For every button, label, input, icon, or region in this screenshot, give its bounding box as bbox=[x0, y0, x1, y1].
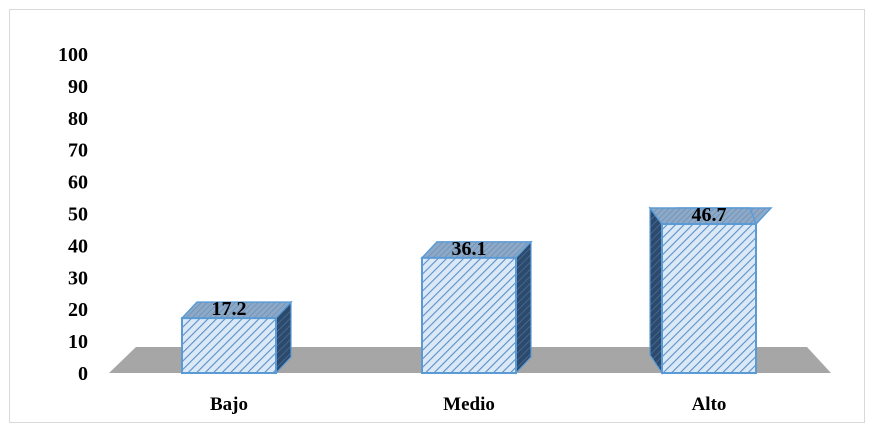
bar-side-face bbox=[649, 206, 663, 375]
data-label: 17.2 bbox=[212, 298, 247, 320]
bar-medio bbox=[420, 240, 533, 375]
bar-front-face bbox=[661, 223, 757, 374]
bar-bajo bbox=[180, 300, 293, 375]
bar-front-face bbox=[421, 256, 517, 374]
y-tick-label: 0 bbox=[78, 363, 88, 385]
bar-front-face bbox=[181, 317, 277, 374]
y-tick-label: 40 bbox=[68, 235, 88, 257]
x-category-label: Alto bbox=[692, 394, 727, 415]
y-tick-label: 100 bbox=[58, 44, 88, 66]
data-label: 46.7 bbox=[692, 204, 727, 226]
y-tick-label: 10 bbox=[68, 331, 88, 353]
x-category-label: Medio bbox=[443, 394, 495, 415]
y-tick-label: 20 bbox=[68, 299, 88, 321]
bar-alto bbox=[648, 206, 773, 375]
y-tick-label: 90 bbox=[68, 76, 88, 98]
y-tick-label: 70 bbox=[68, 140, 88, 162]
bar-side-face bbox=[515, 240, 532, 375]
y-tick-label: 30 bbox=[68, 267, 88, 289]
y-tick-label: 80 bbox=[68, 108, 88, 130]
x-category-label: Bajo bbox=[210, 394, 248, 415]
y-tick-label: 60 bbox=[68, 172, 88, 194]
data-label: 36.1 bbox=[452, 238, 487, 260]
y-tick-label: 50 bbox=[68, 204, 88, 226]
